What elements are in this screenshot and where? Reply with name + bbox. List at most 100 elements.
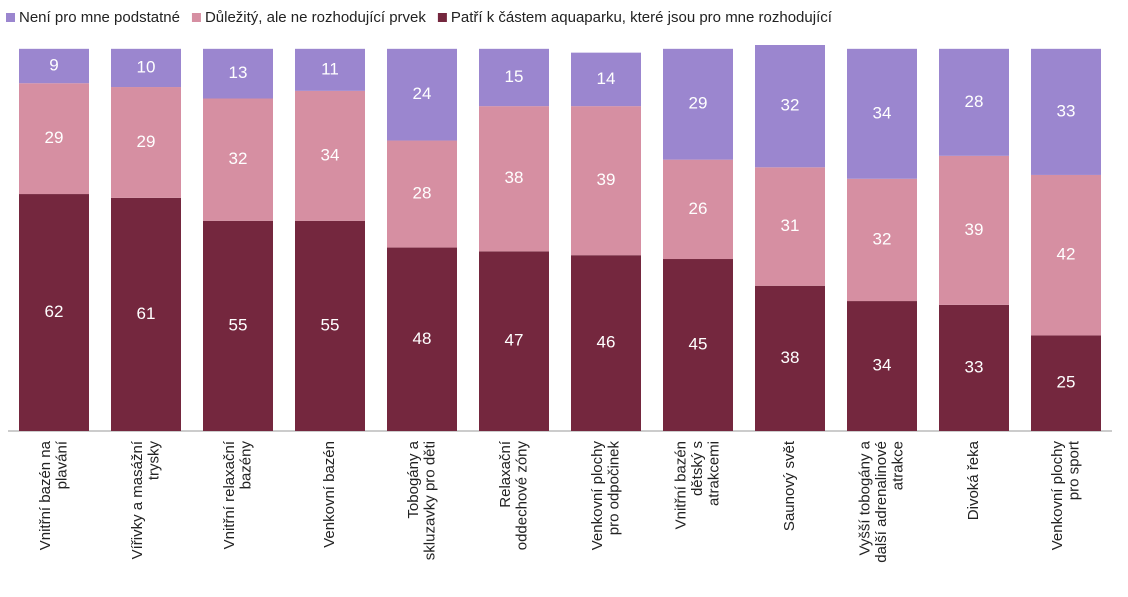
x-tick-line: dětský s [689, 441, 706, 496]
x-tick-line: plavání [53, 440, 70, 489]
bar-segment [663, 48, 733, 160]
value-label: 34 [873, 356, 892, 375]
legend-swatch [437, 13, 447, 22]
x-tick-line: Vnitřní bazén na [37, 440, 54, 550]
value-label: 15 [505, 67, 524, 86]
bar-segment [111, 48, 181, 88]
value-label: 28 [413, 184, 432, 203]
bar-segment [387, 140, 457, 248]
value-label: 29 [689, 94, 708, 113]
value-label: 55 [321, 315, 340, 334]
value-label: 39 [965, 220, 984, 239]
x-tick-line: skluzavky pro děti [421, 441, 438, 560]
value-label: 62 [45, 302, 64, 321]
bar-segment [663, 159, 733, 260]
value-label: 31 [781, 216, 800, 235]
bar-segment [203, 48, 273, 99]
x-tick-line: atrakce [889, 441, 906, 490]
x-tick-label: Vnitřní relaxačníbazény [221, 440, 255, 549]
value-label: 26 [689, 199, 708, 218]
value-label: 32 [781, 96, 800, 115]
value-label: 38 [781, 348, 800, 367]
value-label: 29 [45, 128, 64, 147]
bar-segment [19, 194, 89, 431]
x-tick-label: Venkovní plochypro sport [1049, 440, 1083, 550]
bar-segment [479, 106, 549, 252]
x-tick-line: Venkovní bazén [321, 441, 338, 548]
value-label: 46 [597, 333, 616, 352]
bar-segment [203, 220, 273, 431]
x-tick-line: Vnitřní relaxační [221, 440, 238, 549]
bar-segment [387, 48, 457, 141]
value-label: 55 [229, 315, 248, 334]
bar-segment [571, 52, 641, 107]
x-tick-label: Saunový svět [781, 440, 798, 531]
x-tick-line: Relaxační [497, 440, 514, 508]
bar-segment [755, 167, 825, 286]
bar-segment [571, 255, 641, 431]
bar-segment [111, 197, 181, 431]
x-tick-line: další adrenalinové [873, 441, 890, 563]
value-label: 24 [413, 84, 432, 103]
bar-segment [295, 48, 365, 91]
bar-segment [295, 90, 365, 221]
x-tick-line: Venkovní plochy [589, 441, 606, 551]
x-tick-line: Venkovní plochy [1049, 441, 1066, 551]
x-tick-label: Tobogány askluzavky pro děti [405, 440, 439, 560]
bar-segment [847, 301, 917, 431]
bar-segment [939, 304, 1009, 431]
x-tick-line: Divoká řeka [965, 440, 982, 520]
x-tick-line: Vířivky a masážní [129, 440, 146, 559]
bar-segment [1031, 335, 1101, 431]
bar-segment [479, 251, 549, 431]
legend-label: Patří k částem aquaparku, které jsou pro… [451, 9, 833, 26]
legend-swatch [6, 13, 15, 22]
bar-segment [479, 48, 549, 107]
bar-segment [847, 48, 917, 179]
legend-swatch [191, 13, 201, 22]
value-label: 33 [965, 357, 984, 376]
bar-segment [571, 106, 641, 256]
bar-segment [755, 285, 825, 431]
bar-segment [663, 259, 733, 431]
x-tick-label: Venkovní plochypro odpočinek [589, 441, 623, 551]
x-tick-label: Vířivky a masážnítrysky [129, 440, 163, 559]
legend-label: Důležitý, ale ne rozhodující prvek [205, 9, 426, 26]
x-tick-label: Vnitřní bazéndětský satrakcemi [672, 441, 722, 529]
value-label: 10 [137, 57, 156, 76]
bar-segment [1031, 174, 1101, 336]
value-label: 28 [965, 92, 984, 111]
x-tick-label: Divoká řeka [965, 440, 982, 520]
bar-segment [19, 83, 89, 195]
value-label: 47 [505, 331, 524, 350]
value-label: 45 [689, 334, 708, 353]
value-label: 14 [597, 69, 616, 88]
x-tick-line: atrakcemi [705, 441, 722, 506]
bar-segment [19, 48, 89, 84]
value-label: 61 [137, 304, 156, 323]
bar-segment [203, 98, 273, 221]
value-label: 32 [229, 149, 248, 168]
x-tick-label: Vyšší tobogány adalší adrenalinovéatrakc… [856, 440, 906, 562]
value-label: 34 [873, 103, 892, 122]
bar-segment [387, 247, 457, 431]
x-tick-line: oddechové zóny [513, 441, 530, 551]
x-tick-line: trysky [145, 441, 162, 481]
value-label: 42 [1057, 245, 1076, 264]
bar-segment [1031, 48, 1101, 175]
x-tick-line: Vyšší tobogány a [856, 440, 873, 555]
bar-segment [939, 155, 1009, 305]
x-tick-line: pro sport [1065, 440, 1082, 500]
x-tick-line: bazény [237, 441, 254, 490]
bar-segment [111, 87, 181, 198]
value-label: 32 [873, 229, 892, 248]
x-tick-line: pro odpočinek [605, 441, 622, 536]
bar-segment [847, 178, 917, 302]
x-tick-line: Tobogány a [405, 440, 422, 518]
bar-segment [755, 45, 825, 168]
value-label: 34 [321, 145, 340, 164]
value-label: 11 [321, 59, 339, 78]
value-label: 38 [505, 168, 524, 187]
value-label: 48 [413, 329, 432, 348]
